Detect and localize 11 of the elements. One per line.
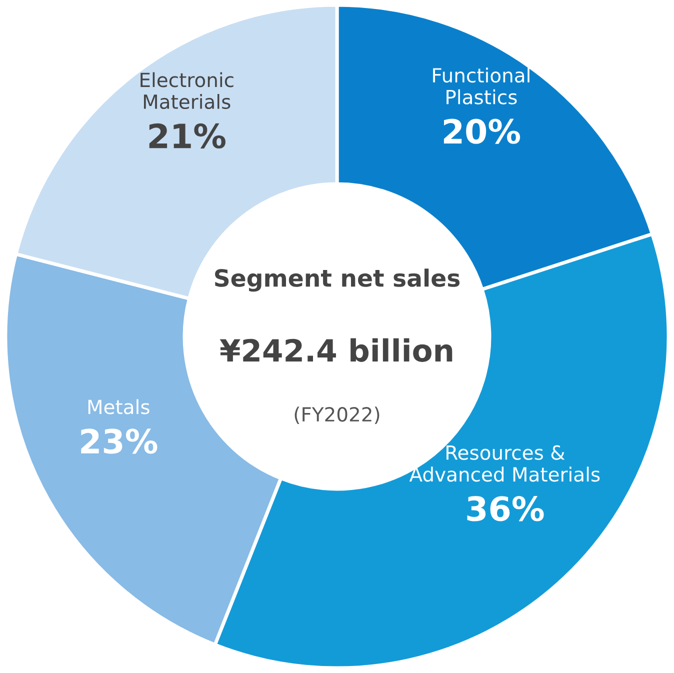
data-label: 21% (149, 123, 226, 149)
data-label: 20% (444, 118, 520, 144)
slice-label: Metals (88, 399, 150, 414)
data-label: 23% (81, 428, 158, 454)
slice-label: Electronic Materials (140, 72, 234, 110)
text: ¥242.4 billion (220, 338, 452, 362)
slice-label: Resources & Advanced Materials (409, 445, 600, 482)
slice-label: Functional Plastics (433, 68, 530, 104)
data-label: 36% (467, 496, 544, 522)
text: (FY2022) (294, 406, 380, 424)
text: Segment net sales (215, 268, 460, 292)
